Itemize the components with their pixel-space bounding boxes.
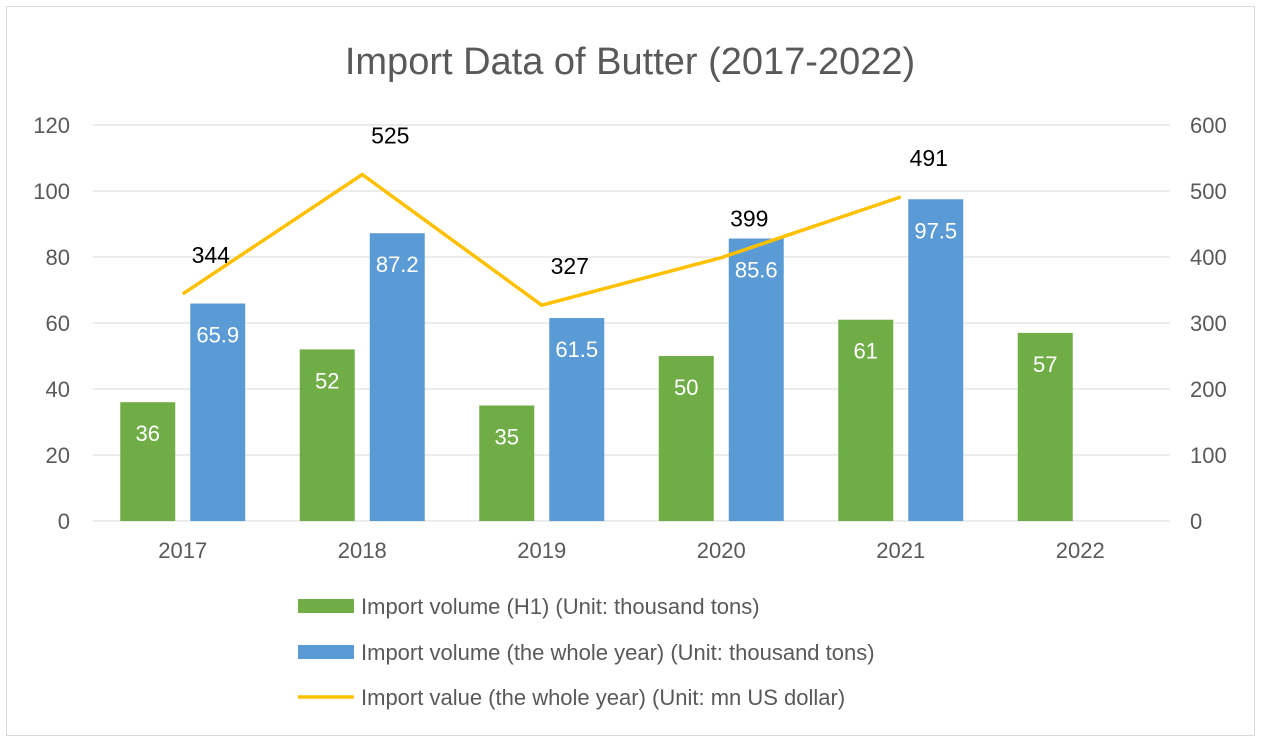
- y-left-tick-label: 0: [58, 509, 70, 534]
- bar-data-label: 61: [854, 339, 878, 364]
- x-tick-label: 2019: [517, 538, 566, 563]
- x-tick-label: 2020: [697, 538, 746, 563]
- y-left-tick-label: 120: [33, 113, 70, 138]
- bar-data-label: 61.5: [555, 337, 598, 362]
- bar: [299, 349, 355, 521]
- legend-entry: Import volume (H1) (Unit: thousand tons): [361, 594, 760, 619]
- y-left-tick-label: 80: [46, 245, 70, 270]
- x-tick-label: 2018: [338, 538, 387, 563]
- y-left-tick-label: 60: [46, 311, 70, 336]
- y-left-tick-label: 40: [46, 377, 70, 402]
- legend-entry: Import value (the whole year) (Unit: mn …: [361, 685, 845, 710]
- bar: [728, 238, 784, 521]
- bar-data-label: 50: [674, 375, 698, 400]
- bar-data-label: 52: [315, 368, 339, 393]
- bars: 36 52 35 50 61 57 65.9 87.2 61.5 85.6 97.5: [120, 199, 1073, 522]
- legend-entry: Import volume (the whole year) (Unit: th…: [361, 640, 875, 665]
- bar: [838, 319, 894, 521]
- y-left-tick-label: 100: [33, 179, 70, 204]
- y-right-tick-label: 200: [1190, 377, 1227, 402]
- bar: [1017, 332, 1073, 521]
- bar-data-label: 97.5: [914, 218, 957, 243]
- bar-data-label: 87.2: [376, 252, 419, 277]
- y-right-tick-label: 100: [1190, 443, 1227, 468]
- y-right-tick-label: 300: [1190, 311, 1227, 336]
- right-axis: 0 100 200 300 400 500 600: [1190, 113, 1227, 534]
- legend-swatch: [298, 645, 354, 659]
- x-tick-label: 2022: [1056, 538, 1105, 563]
- line-series: [181, 172, 902, 308]
- bar: [190, 303, 246, 521]
- x-tick-label: 2021: [876, 538, 925, 563]
- bar: [908, 199, 964, 521]
- bar-data-label: 65.9: [196, 323, 239, 348]
- legend-swatch: [298, 599, 354, 613]
- bar: [658, 356, 714, 521]
- bar-data-label: 57: [1033, 352, 1057, 377]
- line-data-label: 344: [192, 242, 231, 268]
- y-right-tick-label: 0: [1190, 509, 1202, 534]
- x-tick-label: 2017: [158, 538, 207, 563]
- legend: Import volume (H1) (Unit: thousand tons)…: [298, 594, 875, 710]
- bar: [549, 318, 605, 521]
- bar: [120, 402, 176, 521]
- bar-data-label: 35: [495, 425, 519, 450]
- y-left-tick-label: 20: [46, 443, 70, 468]
- bar-data-label: 85.6: [735, 258, 778, 283]
- line-data-label: 399: [730, 206, 768, 232]
- line-data-label: 327: [551, 253, 589, 279]
- x-axis: 2017 2018 2019 2020 2021 2022: [158, 538, 1104, 563]
- chart-title: Import Data of Butter (2017-2022): [345, 41, 915, 83]
- line-data-label: 491: [910, 145, 948, 171]
- bar-data-label: 36: [136, 421, 160, 446]
- gridlines: [93, 124, 1170, 522]
- bar: [479, 405, 535, 521]
- left-axis: 0 20 40 60 80 100 120: [33, 113, 70, 534]
- y-right-tick-label: 600: [1190, 113, 1227, 138]
- bar: [369, 233, 425, 522]
- y-right-tick-label: 400: [1190, 245, 1227, 270]
- y-right-tick-label: 500: [1190, 179, 1227, 204]
- line-data-label: 525: [371, 123, 409, 149]
- value-line: 344 525 327 399 491: [181, 123, 948, 308]
